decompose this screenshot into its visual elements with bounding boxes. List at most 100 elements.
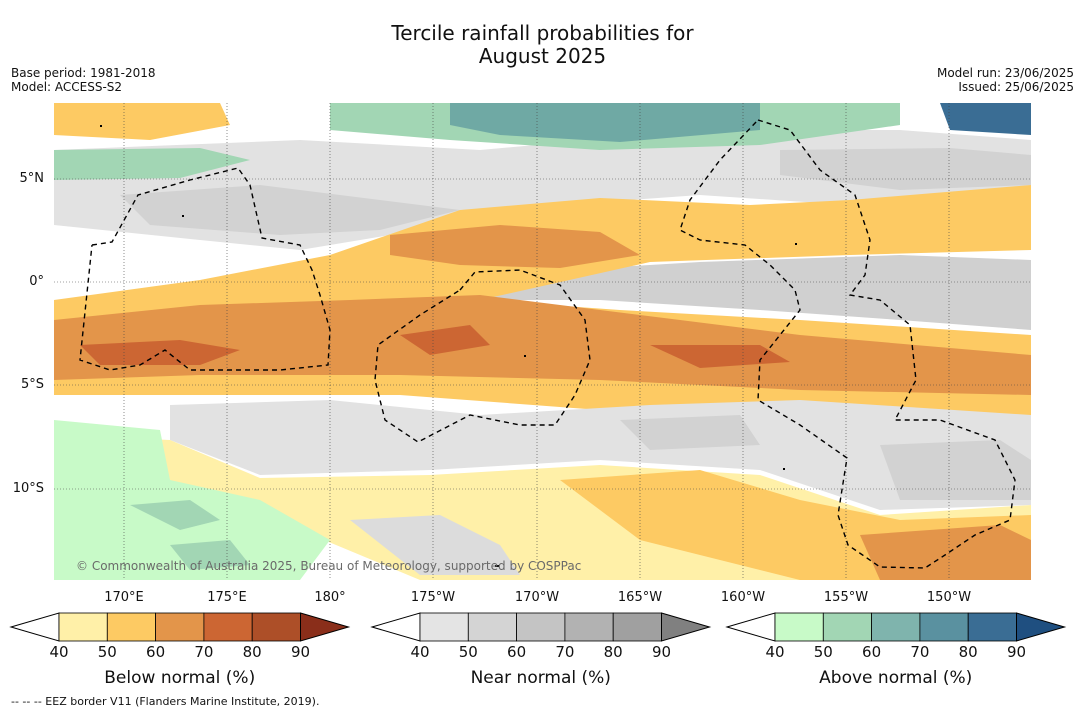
colorbar-tick-label: 40 bbox=[765, 643, 785, 661]
colorbar-title: Near normal (%) bbox=[470, 668, 611, 688]
below-normal-region-strong-1 bbox=[80, 340, 240, 365]
colorbar-tick-label: 90 bbox=[651, 643, 672, 661]
probability-field bbox=[54, 103, 1031, 580]
lon-label: 155°W bbox=[823, 590, 869, 605]
map-title: Tercile rainfall probabilities for Augus… bbox=[0, 22, 1085, 68]
issued-date: Issued: 25/06/2025 bbox=[958, 80, 1074, 94]
colorbar-low-extension bbox=[370, 612, 421, 642]
above-normal-region-southwest-mid bbox=[130, 500, 220, 530]
lon-label: 150°W bbox=[926, 590, 972, 605]
colorbar-high-extension bbox=[300, 612, 351, 642]
colorbar-swatch bbox=[467, 612, 517, 642]
copyright-text: © Commonwealth of Australia 2025, Bureau… bbox=[76, 559, 582, 573]
colorbar-tick-label: 50 bbox=[458, 643, 478, 661]
colorbar-tick-label: 80 bbox=[603, 643, 623, 661]
colorbar-swatch bbox=[612, 612, 662, 642]
colorbar-low-extension bbox=[9, 612, 60, 642]
coastline-specks bbox=[100, 125, 797, 567]
lon-label: 170°W bbox=[514, 590, 560, 605]
colorbar-tick-label: 90 bbox=[1006, 643, 1027, 661]
island-speck bbox=[795, 243, 797, 245]
colorbar-2 bbox=[370, 612, 712, 642]
above-normal-region-north-dark bbox=[450, 103, 760, 142]
base-period: Base period: 1981-2018 bbox=[11, 66, 156, 80]
colorbar-tick-label: 60 bbox=[507, 643, 527, 661]
colorbar-swatch bbox=[419, 612, 469, 642]
island-speck bbox=[495, 565, 499, 567]
colorbar-swatch bbox=[203, 612, 253, 642]
colorbar-tick-label: 90 bbox=[290, 643, 311, 661]
colorbar-3 bbox=[725, 612, 1067, 642]
colorbar-tick-label: 50 bbox=[97, 643, 117, 661]
below-normal-region-strong-3 bbox=[650, 345, 790, 368]
near-normal-region-south bbox=[170, 400, 1031, 510]
lon-label: 160°W bbox=[720, 590, 766, 605]
near-normal-region-north-mid bbox=[120, 185, 460, 235]
colorbar-swatch bbox=[967, 612, 1017, 642]
above-normal-region-southwest bbox=[54, 420, 330, 580]
below-normal-region-northwest bbox=[54, 103, 230, 140]
colorbar-swatch bbox=[822, 612, 872, 642]
colorbar-swatch bbox=[564, 612, 614, 642]
colorbar-tick-label: 50 bbox=[813, 643, 833, 661]
colorbars bbox=[9, 612, 1067, 642]
above-normal-region-west bbox=[54, 148, 250, 180]
colorbar-1 bbox=[9, 612, 351, 642]
near-normal-region-southeast bbox=[880, 440, 1031, 500]
colorbar-swatch bbox=[871, 612, 921, 642]
colorbar-title: Above normal (%) bbox=[819, 668, 973, 688]
above-normal-region-northeast bbox=[940, 103, 1031, 135]
colorbar-tick-label: 60 bbox=[862, 643, 882, 661]
lon-label: 165°W bbox=[617, 590, 663, 605]
below-normal-region-strong-2 bbox=[400, 325, 490, 355]
island-speck bbox=[783, 468, 785, 470]
lat-label: 5°S bbox=[20, 377, 44, 392]
eez-border-line-islands bbox=[679, 119, 1016, 569]
colorbar-tick-label: 40 bbox=[49, 643, 69, 661]
meta-left: Base period: 1981-2018 Model: ACCESS-S2 bbox=[11, 66, 156, 94]
colorbar-swatch bbox=[106, 612, 157, 642]
lon-label: 175°E bbox=[207, 590, 247, 605]
below-normal-region-south-strong bbox=[860, 525, 1031, 580]
colorbar-swatch bbox=[251, 612, 301, 642]
colorbar-high-extension bbox=[1016, 612, 1067, 642]
lat-label: 10°S bbox=[12, 481, 44, 496]
lon-label: 175°W bbox=[410, 590, 456, 605]
near-normal-region-northeast bbox=[780, 148, 1031, 190]
colorbar-high-extension bbox=[661, 612, 712, 642]
colorbar-swatch bbox=[774, 612, 824, 642]
title-line-1: Tercile rainfall probabilities for bbox=[391, 21, 694, 45]
lon-label: 170°E bbox=[104, 590, 144, 605]
colorbar-tick-label: 60 bbox=[146, 643, 166, 661]
eez-footnote: -- -- -- EEZ border V11 (Flanders Marine… bbox=[11, 695, 320, 708]
colorbar-swatch bbox=[155, 612, 205, 642]
model-name: Model: ACCESS-S2 bbox=[11, 80, 123, 94]
colorbar-tick-label: 40 bbox=[410, 643, 430, 661]
below-normal-band-core bbox=[54, 295, 1031, 395]
island-speck bbox=[182, 215, 184, 217]
colorbar-tick-label: 70 bbox=[555, 643, 575, 661]
model-run: Model run: 23/06/2025 bbox=[936, 66, 1074, 80]
title-line-2: August 2025 bbox=[478, 44, 607, 68]
eez-borders bbox=[79, 119, 1016, 569]
colorbar-low-extension bbox=[725, 612, 776, 642]
colorbar-tick-label: 70 bbox=[910, 643, 930, 661]
lon-label: 180° bbox=[314, 590, 346, 605]
above-normal-region-southwest-low bbox=[170, 540, 250, 570]
lat-label: 0° bbox=[29, 274, 44, 289]
lat-label: 5°N bbox=[19, 171, 45, 186]
colorbar-swatch bbox=[58, 612, 108, 642]
below-normal-band-north bbox=[390, 225, 640, 268]
island-speck bbox=[100, 125, 102, 127]
lat-gridlines bbox=[54, 178, 1031, 490]
colorbar-title: Below normal (%) bbox=[104, 668, 256, 688]
island-speck bbox=[524, 355, 526, 357]
eez-border-kiribati-gilbert bbox=[79, 167, 331, 371]
colorbar-swatch bbox=[919, 612, 969, 642]
colorbar-tick-label: 80 bbox=[958, 643, 978, 661]
colorbar-swatch bbox=[516, 612, 566, 642]
colorbar-tick-label: 70 bbox=[194, 643, 214, 661]
near-normal-region-southwest bbox=[350, 515, 520, 575]
near-normal-region-south-core bbox=[620, 415, 760, 450]
